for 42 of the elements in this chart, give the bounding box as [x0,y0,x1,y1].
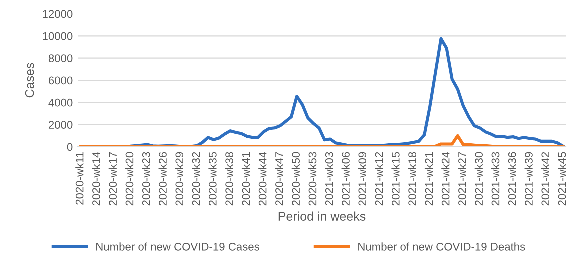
x-tick-label: 2021-wk36 [508,152,516,206]
x-tick-label: 2021-wk39 [524,152,533,206]
line-series [79,134,565,147]
x-tick-label: 2021-wk42 [541,152,550,206]
y-tick-label: 2000 [48,121,73,129]
x-tick-label: 2021-wk24 [442,152,450,206]
x-tick-label: 2020-wk50 [292,152,300,206]
legend-label: Number of new COVID-19 Cases [96,242,260,251]
x-tick-label: 2020-wk44 [258,152,267,206]
y-tick-label: 4000 [48,98,73,107]
y-tick-label: 10000 [43,32,73,40]
y-tick-label: 8000 [48,54,73,62]
x-tick-label: 2021-wk12 [375,152,384,206]
x-tick-label: 2021-wk21 [424,152,434,206]
legend-label: Number of new COVID-19 Deaths [358,242,526,251]
x-tick-label: 2021-wk30 [474,152,484,206]
x-tick-label: 2021-wk06 [342,152,350,206]
x-tick-label: 2020-wk53 [308,152,317,206]
x-tick-label: 2021-wk09 [358,152,367,206]
x-tick-label: 2020-wk32 [192,152,200,206]
x-tick-label: 2020-wk26 [158,152,167,206]
x-tick-label: 2020-wk47 [275,152,284,206]
x-tick-label: 2021-wk45 [558,152,566,206]
y-tick-label: 6000 [48,76,73,85]
x-tick-label: 2020-wk20 [126,152,134,206]
x-tick-label: 2020-wk41 [242,152,250,206]
x-tick-label: 2021-wk18 [408,152,416,206]
y-axis-title: Cases [25,63,34,98]
x-tick-label: 2021-wk27 [458,152,466,206]
x-tick-label: 2020-wk38 [225,152,234,206]
x-tick-label: 2020-wk35 [208,152,217,206]
y-tick-label: 0 [67,143,73,152]
x-tick-label: 2020-wk11 [76,152,84,205]
x-tick-label: 2020-wk17 [108,152,118,206]
x-tick-label: 2021-wk33 [492,152,500,206]
x-tick-label: 2021-wk15 [392,152,400,206]
y-tick-label: 12000 [43,10,73,18]
x-axis-title: Period in weeks [278,212,366,221]
x-tick-label: 2021-wk03 [325,152,334,206]
x-tick-label: 2020-wk23 [142,152,150,206]
x-tick-label: 2020-wk29 [175,152,184,206]
x-tick-label: 2020-wk14 [92,152,100,206]
